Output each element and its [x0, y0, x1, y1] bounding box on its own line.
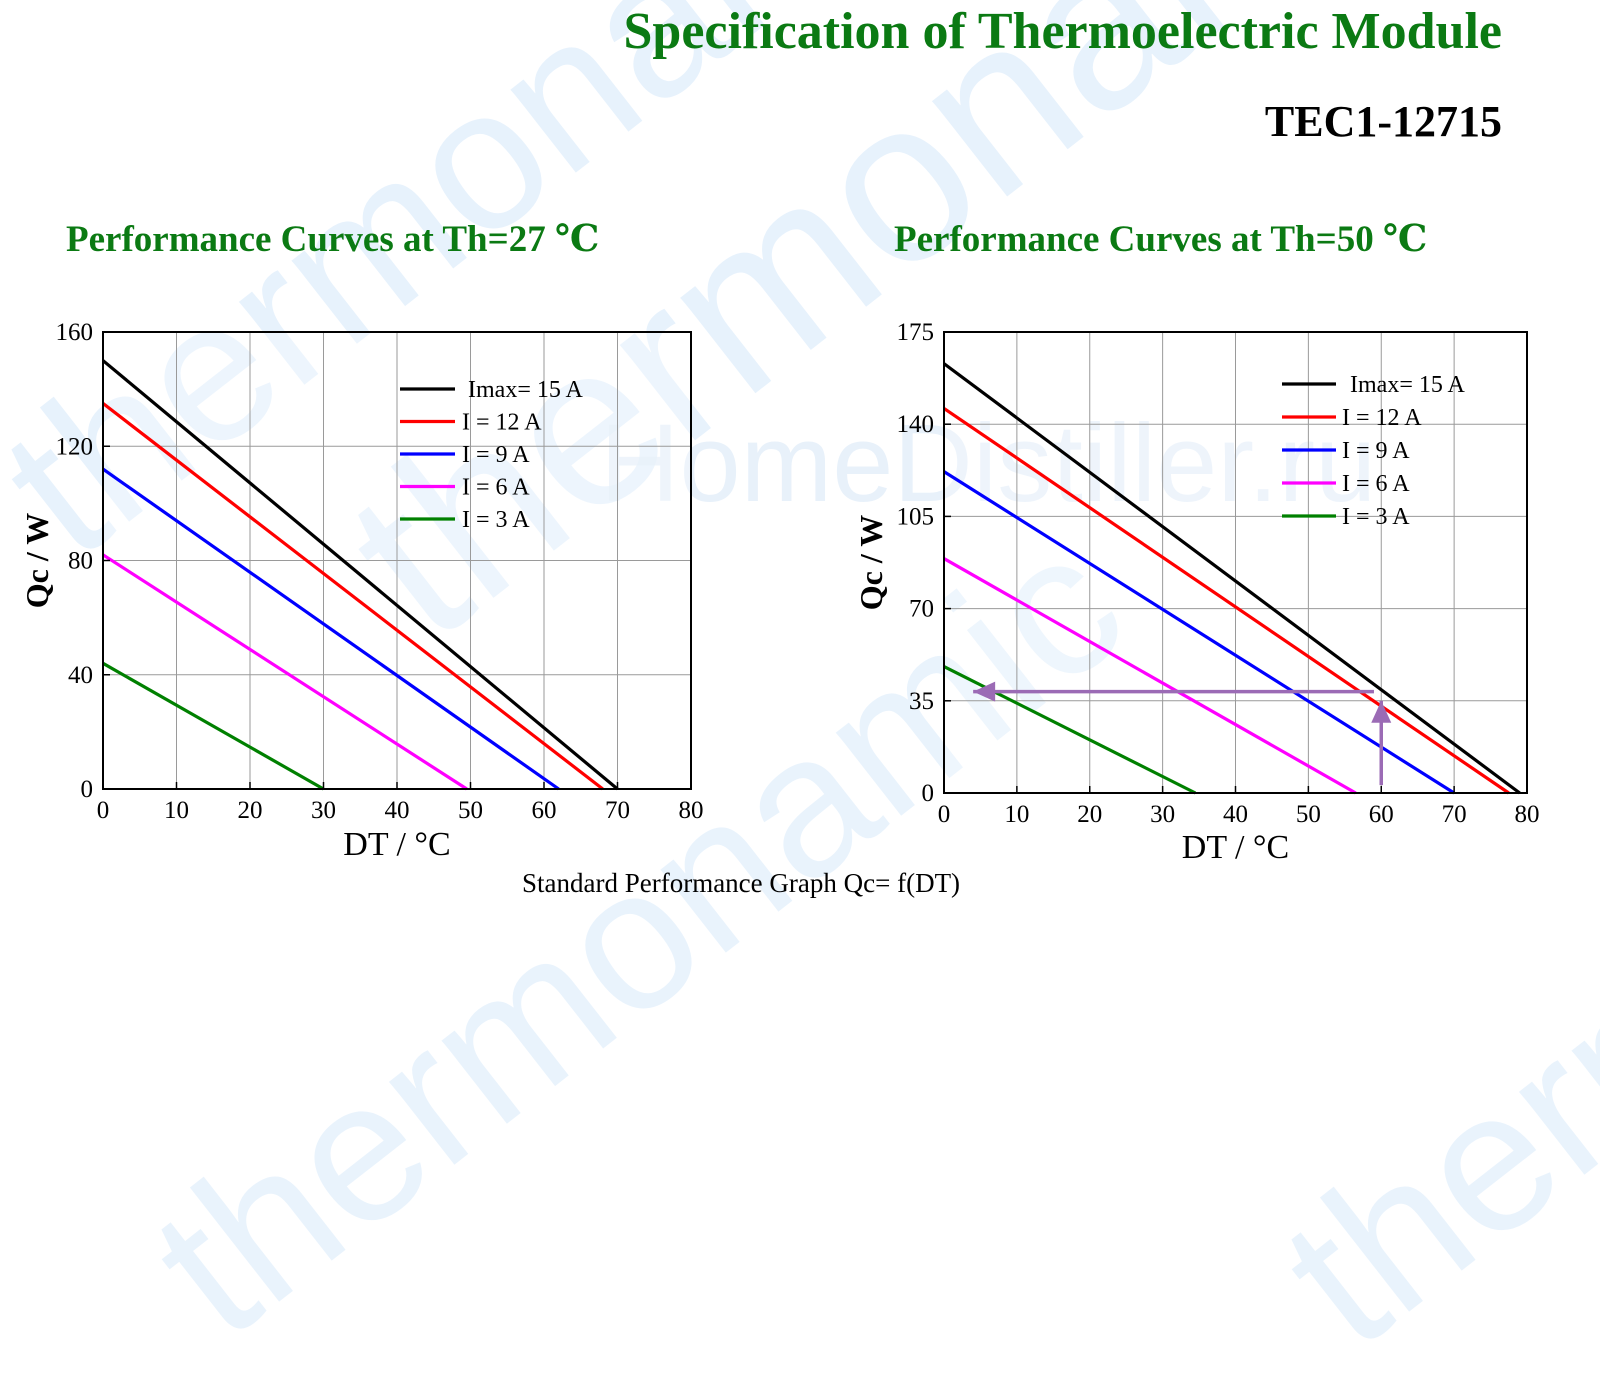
- x-tick-label: 70: [605, 797, 630, 824]
- legend-label: I = 9 A: [1342, 438, 1410, 464]
- series-line: [102, 661, 325, 791]
- x-tick-label: 60: [1369, 801, 1394, 828]
- x-tick-label: 10: [1004, 801, 1029, 828]
- model-number: TEC1-12715: [1264, 97, 1502, 146]
- x-axis-label: DT / °C: [1182, 829, 1289, 866]
- x-tick-label: 0: [938, 801, 951, 828]
- y-tick-label: 120: [56, 433, 94, 460]
- y-tick-label: 105: [897, 503, 935, 530]
- series-line: [101, 359, 619, 791]
- annotation-arrow-head: [1371, 700, 1392, 723]
- x-tick-label: 30: [311, 797, 336, 824]
- x-tick-label: 50: [1296, 801, 1321, 828]
- chart-title-th50: Performance Curves at Th=50 ℃: [894, 219, 1428, 260]
- x-tick-label: 0: [97, 797, 110, 824]
- y-tick-label: 35: [909, 688, 934, 715]
- series-line: [102, 553, 468, 791]
- series-line: [943, 557, 1357, 795]
- legend-label: I = 6 A: [1342, 471, 1410, 497]
- legend-label: I = 9 A: [462, 442, 530, 468]
- y-axis-label: Qc / W: [853, 515, 889, 610]
- chart-th50: 0 10 20 30 40 50 60 70 80 0 35 70 105 140 175 DT / °C Qc…: [853, 319, 1540, 866]
- x-axis-label: DT / °C: [343, 826, 450, 863]
- y-tick-label: 160: [56, 319, 94, 346]
- x-tick-label: 40: [385, 797, 410, 824]
- page-title: Specification of Thermoelectric Module: [623, 3, 1503, 60]
- y-tick-label: 0: [922, 780, 935, 807]
- legend-label: I = 12 A: [1342, 405, 1422, 431]
- y-tick-label: 70: [909, 596, 934, 623]
- x-tick-label: 80: [1515, 801, 1540, 828]
- annotation-arrow-head: [973, 681, 996, 702]
- y-tick-label: 0: [81, 776, 94, 803]
- y-tick-label: 80: [68, 548, 93, 575]
- legend-label: I = 6 A: [462, 475, 530, 501]
- chart-th27: 0 10 20 30 40 50 60 70 80 0 40 80 120 160 DT / °C Qc / …: [19, 319, 704, 863]
- legend-label: I = 12 A: [462, 410, 542, 436]
- legend-label: Imax= 15 A: [1350, 372, 1466, 398]
- y-tick-label: 175: [897, 319, 935, 346]
- x-tick-label: 50: [458, 797, 483, 824]
- series-line: [102, 467, 560, 791]
- x-tick-label: 10: [164, 797, 189, 824]
- x-tick-label: 20: [238, 797, 263, 824]
- x-tick-label: 30: [1150, 801, 1175, 828]
- series-line: [943, 362, 1521, 795]
- x-tick-label: 40: [1223, 801, 1248, 828]
- legend-label: I = 3 A: [462, 507, 530, 533]
- y-axis-label: Qc / W: [19, 513, 55, 608]
- series-line: [943, 407, 1510, 795]
- figure-caption: Standard Performance Graph Qc= f(DT): [522, 868, 961, 898]
- y-tick-label: 140: [897, 411, 935, 438]
- x-tick-label: 70: [1442, 801, 1467, 828]
- y-tick-label: 40: [68, 662, 93, 689]
- series-line: [943, 470, 1455, 795]
- series-line: [102, 402, 604, 791]
- legend-label: Imax= 15 A: [468, 377, 584, 403]
- x-tick-label: 60: [532, 797, 557, 824]
- chart-title-th27: Performance Curves at Th=27 ℃: [66, 219, 600, 260]
- legend-label: I = 3 A: [1342, 504, 1410, 530]
- x-tick-label: 80: [679, 797, 704, 824]
- x-tick-label: 20: [1077, 801, 1102, 828]
